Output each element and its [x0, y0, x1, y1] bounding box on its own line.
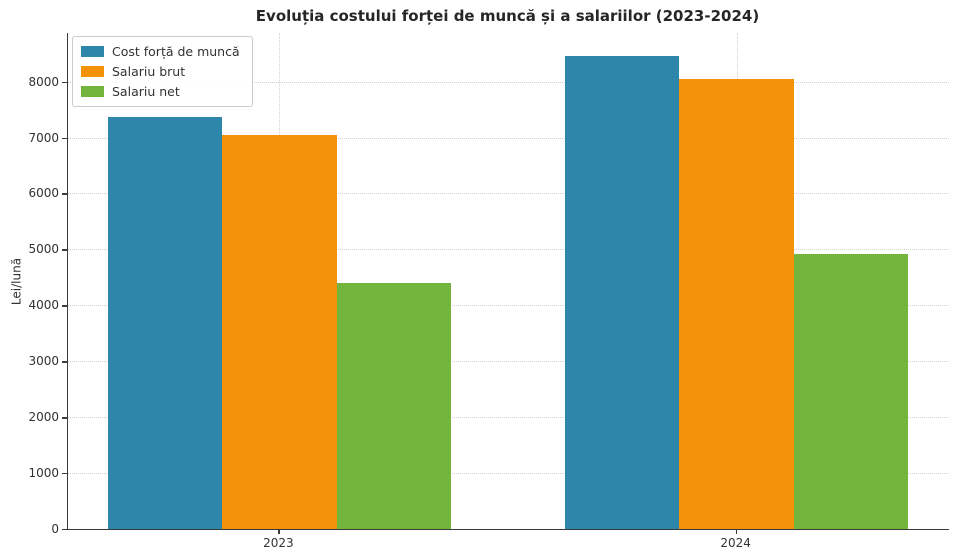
legend-swatch-icon — [81, 86, 104, 97]
y-tick-mark — [62, 361, 67, 363]
x-tick-mark — [735, 529, 738, 534]
y-tick-mark — [62, 249, 67, 251]
plot-area: Cost forță de muncă Salariu brut Salariu n… — [67, 33, 949, 530]
y-tick-mark — [62, 529, 67, 531]
chart-title: Evoluția costului forței de muncă și a s… — [255, 7, 760, 25]
y-tick-label: 2000 — [28, 410, 59, 425]
legend-item: Salariu brut — [81, 64, 240, 79]
y-tick-label: 5000 — [28, 242, 59, 257]
y-tick-label: 6000 — [28, 186, 59, 201]
gridline-y-3000 — [68, 361, 949, 363]
gridline-y-1000 — [68, 473, 949, 475]
gridline-y-4000 — [68, 305, 949, 307]
gridline-y-2000 — [68, 417, 949, 419]
y-tick-mark — [62, 473, 67, 475]
legend-label: Salariu brut — [112, 64, 186, 79]
legend-item: Salariu net — [81, 84, 240, 99]
legend-swatch-icon — [81, 66, 104, 77]
legend: Cost forță de muncă Salariu brut Salariu n… — [72, 36, 253, 107]
y-tick-mark — [62, 417, 67, 419]
y-tick-mark — [62, 81, 67, 84]
bar-2024-series-0 — [564, 55, 680, 529]
bar-2023-series-0 — [107, 116, 223, 529]
bar-2024-series-2 — [793, 253, 909, 529]
y-tick-mark — [62, 137, 67, 139]
legend-item: Cost forță de muncă — [81, 44, 240, 59]
gridline-y-5000 — [68, 249, 949, 251]
legend-label: Salariu net — [112, 84, 180, 99]
y-tick-label: 3000 — [28, 354, 59, 369]
legend-swatch-icon — [81, 46, 104, 57]
y-tick-mark — [62, 193, 67, 195]
y-tick-label: 7000 — [28, 130, 59, 145]
x-tick-label: 2024 — [720, 536, 751, 550]
y-tick-mark — [62, 305, 67, 307]
x-tick-mark — [278, 529, 280, 534]
bar-2024-series-1 — [679, 78, 794, 529]
bar-2023-series-2 — [336, 282, 452, 529]
y-tick-label: 4000 — [28, 298, 59, 313]
y-tick-label: 1000 — [28, 466, 59, 481]
x-tick-label: 2023 — [263, 536, 294, 550]
legend-label: Cost forță de muncă — [112, 44, 240, 59]
y-tick-label: 0 — [51, 522, 59, 536]
gridline-y-8000 — [68, 81, 949, 83]
gridline-y-7000 — [68, 137, 949, 139]
gridline-y-6000 — [68, 193, 949, 195]
bar-2023-series-1 — [222, 135, 337, 529]
y-tick-label: 8000 — [28, 74, 59, 89]
